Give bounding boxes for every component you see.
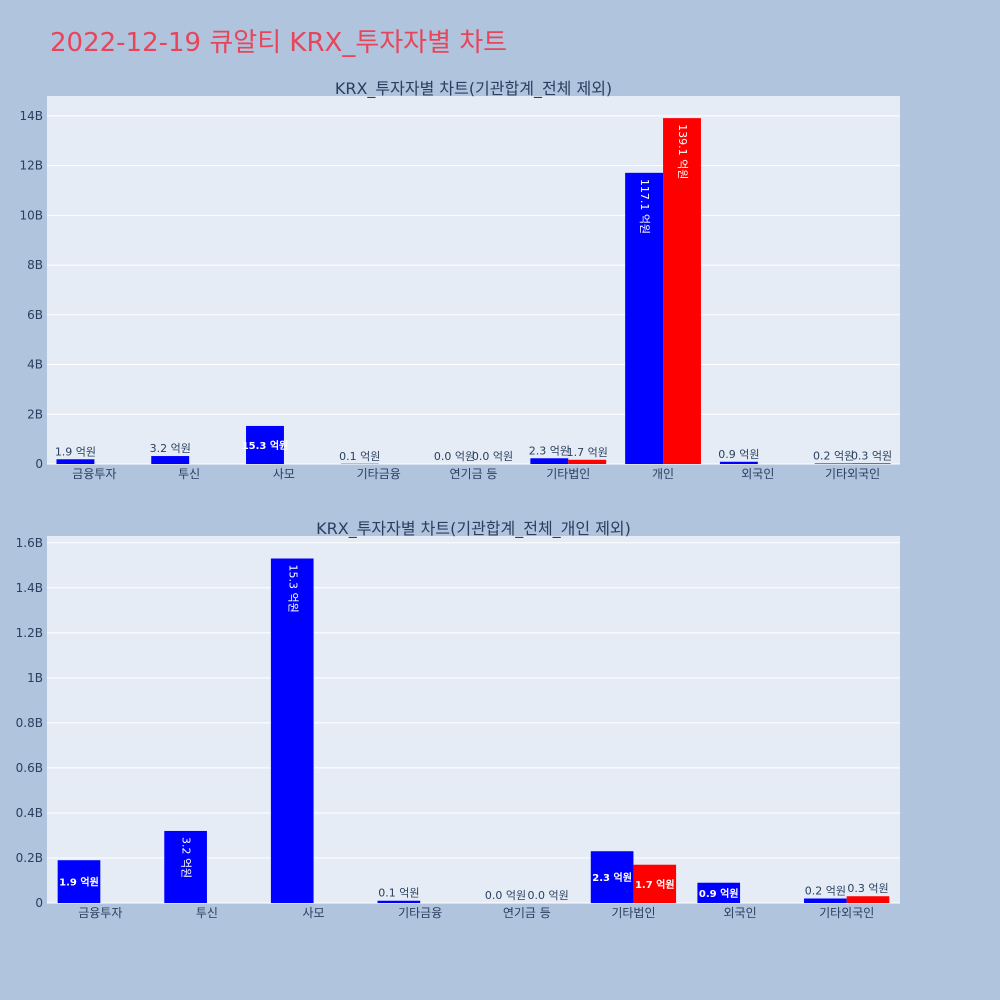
data-label: 0.1 억원 — [339, 450, 380, 463]
y-tick-label: 0.8B — [16, 716, 43, 730]
x-tick-label: 연기금 등 — [450, 467, 498, 481]
y-tick-label: 4B — [27, 358, 43, 372]
bar — [164, 830, 207, 903]
data-label: 0.9 억원 — [699, 887, 739, 900]
y-tick-label: 8B — [27, 258, 43, 272]
data-label: 1.7 억원 — [635, 878, 675, 891]
bar — [246, 425, 284, 464]
data-label: 0.9 억원 — [718, 448, 759, 461]
y-tick-label: 1.4B — [16, 581, 43, 595]
bar — [852, 463, 891, 464]
data-label: 1.9 억원 — [55, 445, 96, 458]
x-tick-label: 사모 — [273, 467, 295, 481]
data-label: 0.0 억원 — [434, 450, 475, 463]
data-label: 3.2 억원 — [150, 442, 191, 455]
data-label: 0.1 억원 — [378, 887, 419, 900]
y-tick-label: 14B — [19, 109, 43, 123]
y-tick-label: 1.6B — [16, 536, 43, 550]
chart-top: 0 2B 4B 6B 8B 10B 12B 14B KRX_투자자별 차트(기관합계_전체 제외… — [19, 79, 900, 481]
page-title: 2022-12-19 큐알티 KRX_투자자별 차트 — [50, 28, 508, 58]
x-tick-label: 기타금융 — [357, 467, 401, 481]
data-label: 0.0 억원 — [528, 889, 569, 902]
y-tick-label: 0.6B — [16, 761, 43, 775]
data-label: 0.0 억원 — [485, 889, 526, 902]
bar — [270, 558, 314, 903]
bar — [633, 864, 677, 903]
bar — [663, 118, 701, 464]
y-tick-label: 0.4B — [16, 806, 43, 820]
data-label: 0.0 억원 — [472, 450, 513, 463]
y-tick-label: 0 — [35, 457, 43, 471]
bar — [846, 896, 890, 903]
x-tick-label: 투신 — [178, 467, 200, 481]
data-label: 0.2 억원 — [805, 884, 846, 897]
y-tick-label: 0.2B — [16, 851, 43, 865]
y-tick-label: 12B — [19, 159, 43, 173]
data-label: 0.3 억원 — [847, 882, 888, 895]
plot-area — [47, 96, 900, 464]
data-label: 117.1 억원 — [638, 179, 651, 234]
data-label: 139.1 억원 — [676, 124, 689, 179]
chart-title: KRX_투자자별 차트(기관합계_전체 제외) — [335, 79, 612, 99]
x-tick-label: 개인 — [652, 467, 674, 481]
data-label: 1.9 억원 — [59, 876, 99, 889]
chart-title: KRX_투자자별 차트(기관합계_전체_개인 제외) — [316, 519, 631, 539]
x-tick-label: 금융투자 — [72, 467, 116, 481]
bar — [590, 851, 634, 903]
bar — [568, 459, 607, 464]
bar — [530, 458, 569, 464]
bar — [151, 456, 190, 464]
x-tick-label: 사모 — [303, 906, 325, 920]
x-tick-label: 기타법인 — [611, 906, 655, 920]
data-label: 15.3 억원 — [242, 439, 289, 452]
x-tick-label: 기타외국인 — [825, 467, 880, 481]
bar — [625, 172, 664, 464]
x-tick-label: 기타법인 — [546, 467, 590, 481]
data-label: 0.2 억원 — [813, 450, 854, 463]
bar — [697, 882, 741, 903]
x-tick-label: 외국인 — [741, 467, 774, 481]
y-tick-label: 0 — [35, 896, 43, 910]
x-tick-label: 투신 — [196, 906, 218, 920]
bar — [719, 461, 758, 464]
x-tick-label: 금융투자 — [78, 906, 122, 920]
data-label: 0.3 억원 — [851, 449, 892, 462]
chart-bottom: 0 0.2B 0.4B 0.6B 0.8B 1B 1.2B 1.4B 1.6B KRX_투자자별 … — [16, 519, 900, 920]
x-tick-label: 기타금융 — [398, 906, 442, 920]
x-tick-label: 기타외국인 — [819, 906, 874, 920]
y-tick-label: 1.2B — [16, 626, 43, 640]
bar — [804, 898, 847, 903]
y-tick-label: 6B — [27, 308, 43, 322]
data-label: 15.3 억원 — [286, 565, 299, 613]
bar — [56, 459, 95, 464]
y-tick-label: 1B — [27, 671, 43, 685]
x-tick-label: 외국인 — [724, 906, 757, 920]
bar — [377, 900, 421, 903]
y-tick-label: 10B — [19, 208, 43, 222]
y-tick-label: 2B — [27, 407, 43, 421]
data-label: 1.7 억원 — [567, 446, 608, 459]
data-label: 2.3 억원 — [529, 444, 570, 457]
data-label: 3.2 억원 — [180, 837, 193, 878]
x-tick-label: 연기금 등 — [503, 906, 551, 920]
bar — [57, 860, 101, 903]
data-label: 2.3 억원 — [592, 871, 632, 884]
